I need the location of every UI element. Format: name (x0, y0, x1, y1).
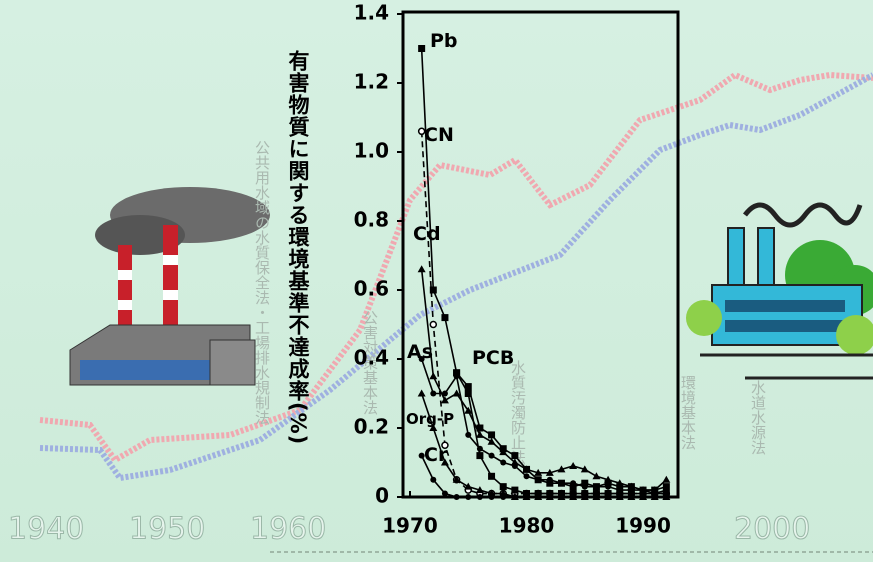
marker (512, 494, 518, 500)
marker (570, 480, 576, 486)
series-label: CN (424, 124, 454, 146)
marker (465, 432, 471, 438)
background-year-label: 2000 (734, 512, 810, 547)
y-tick-label: 0.2 (354, 415, 389, 439)
background-law-label: 水質汚濁防止法 (509, 360, 527, 465)
x-tick-label: 1970 (382, 514, 438, 538)
series-label: Cd (413, 223, 441, 245)
marker (442, 491, 448, 497)
x-tick-label: 1980 (499, 514, 555, 538)
marker (418, 45, 425, 52)
marker (582, 484, 588, 490)
marker (465, 390, 472, 397)
marker (500, 494, 506, 500)
marker (418, 265, 426, 272)
marker (592, 472, 600, 479)
marker (605, 484, 611, 490)
marker (465, 494, 471, 500)
marker (441, 314, 448, 321)
series-line (422, 49, 667, 491)
marker (558, 480, 564, 486)
series-label: Pb (430, 30, 458, 52)
marker (476, 452, 483, 459)
marker (524, 473, 530, 479)
factory-polluting (70, 187, 270, 385)
marker (593, 494, 599, 500)
marker (477, 494, 483, 500)
background-law-label: 公共用水域の水質保全法・工場排水規制法 (253, 140, 271, 425)
marker (535, 494, 541, 500)
marker (570, 494, 576, 500)
factory-clean (686, 205, 873, 378)
marker (558, 494, 564, 500)
marker (488, 431, 495, 438)
marker (464, 483, 472, 490)
background-law-label: 環境基本法 (679, 375, 697, 450)
marker (617, 494, 623, 500)
marker (511, 487, 518, 494)
y-tick-label: 1.4 (354, 1, 389, 25)
marker (500, 483, 507, 490)
marker (453, 369, 460, 376)
marker (430, 391, 436, 397)
series-line (422, 269, 667, 490)
series-label: Cr (424, 444, 448, 466)
marker (593, 484, 599, 490)
chart: 1940195019602000公共用水域の水質保全法・工場排水規制法公害対策基… (0, 0, 873, 562)
y-tick-label: 0.4 (354, 346, 389, 370)
background-year-label: 1940 (8, 512, 84, 547)
background-year-label: 1950 (129, 512, 205, 547)
marker (662, 476, 670, 483)
marker (547, 494, 553, 500)
series-label: Org-P (406, 410, 454, 428)
series-line (422, 131, 667, 493)
background-year-label: 1960 (250, 512, 326, 547)
marker (547, 477, 553, 483)
marker (454, 494, 460, 500)
marker (430, 477, 436, 483)
marker (512, 463, 518, 469)
y-axis-title: 有害物質に関する環境基準不達成率(%) (286, 49, 310, 445)
marker (429, 372, 437, 379)
marker (569, 462, 577, 469)
marker (418, 390, 426, 397)
marker (640, 494, 646, 500)
marker (582, 494, 588, 500)
marker (535, 477, 541, 483)
marker (488, 473, 495, 480)
marker (441, 396, 449, 403)
marker (628, 494, 634, 500)
marker (511, 452, 518, 459)
marker (442, 391, 448, 397)
series-label: PCB (472, 347, 514, 369)
y-tick-label: 1.0 (354, 139, 389, 163)
marker (663, 494, 669, 500)
marker (605, 494, 611, 500)
y-tick-label: 0.6 (354, 277, 389, 301)
y-tick-label: 0.8 (354, 208, 389, 232)
y-tick-label: 1.2 (354, 70, 389, 94)
background-law-label: 水道水源法 (749, 380, 767, 455)
marker (500, 460, 506, 466)
series-label: As (407, 341, 433, 363)
x-tick-label: 1990 (615, 514, 671, 538)
marker (524, 494, 530, 500)
y-tick-label: 0 (375, 484, 389, 508)
marker (430, 322, 436, 328)
marker (489, 453, 495, 459)
marker (652, 494, 658, 500)
marker (489, 494, 495, 500)
